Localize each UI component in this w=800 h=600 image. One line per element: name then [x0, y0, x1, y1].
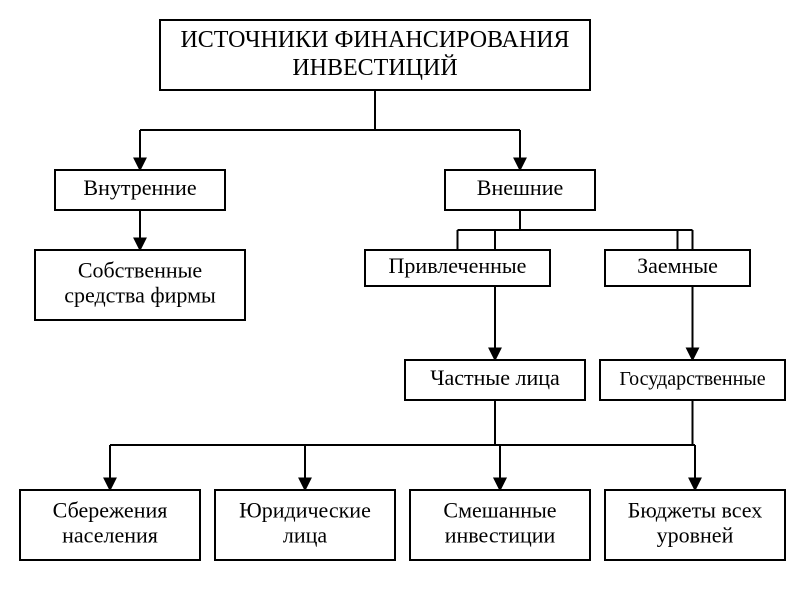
node-mixed-label: Смешанныеинвестиции: [443, 497, 556, 547]
node-budgets: Бюджеты всехуровней: [605, 490, 785, 560]
node-private-label: Частные лица: [430, 365, 560, 390]
node-legal: Юридическиелица: [215, 490, 395, 560]
node-external-label: Внешние: [477, 175, 563, 200]
node-state: Государственные: [600, 360, 785, 400]
node-own_funds: Собственныесредства фирмы: [35, 250, 245, 320]
node-borrowed-label: Заемные: [637, 253, 718, 278]
node-attracted: Привлеченные: [365, 250, 550, 286]
node-state-label: Государственные: [619, 368, 765, 390]
node-savings: Сбережениянаселения: [20, 490, 200, 560]
node-mixed: Смешанныеинвестиции: [410, 490, 590, 560]
node-internal: Внутренние: [55, 170, 225, 210]
node-borrowed: Заемные: [605, 250, 750, 286]
node-savings-label: Сбережениянаселения: [53, 497, 168, 547]
node-private: Частные лица: [405, 360, 585, 400]
node-internal-label: Внутренние: [83, 175, 196, 200]
node-external: Внешние: [445, 170, 595, 210]
diagram-canvas: ИСТОЧНИКИ ФИНАНСИРОВАНИЯИНВЕСТИЦИЙ Внутре…: [0, 0, 800, 600]
node-root: ИСТОЧНИКИ ФИНАНСИРОВАНИЯИНВЕСТИЦИЙ: [160, 20, 590, 90]
node-own_funds-label: Собственныесредства фирмы: [64, 257, 216, 307]
node-attracted-label: Привлеченные: [389, 253, 527, 278]
